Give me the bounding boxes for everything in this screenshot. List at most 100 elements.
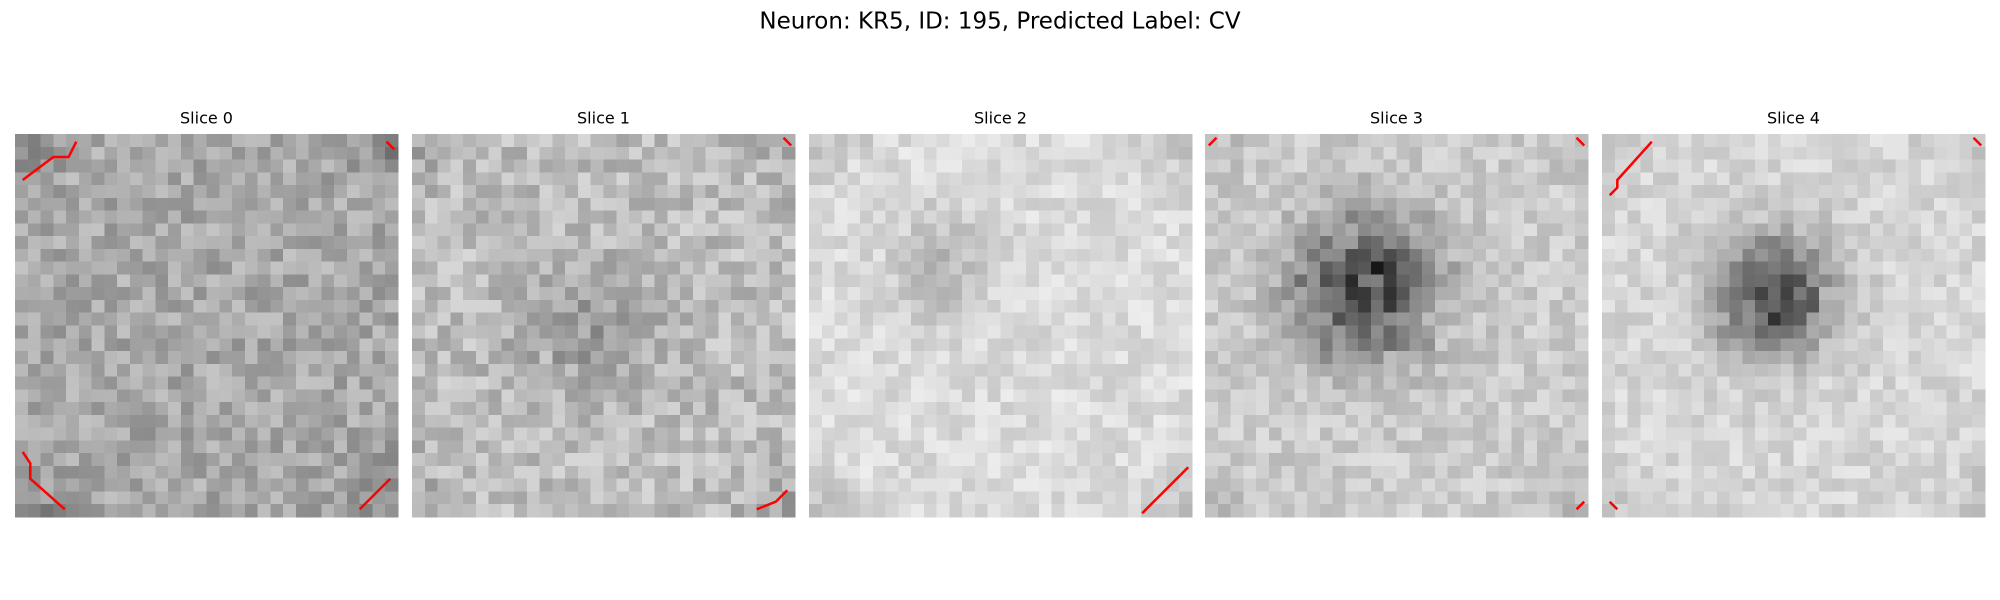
pixel [1294,248,1308,263]
pixel [1857,197,1871,212]
pixel [15,465,29,480]
pixel [641,478,656,493]
pixel [1319,223,1334,237]
pixel [412,465,426,480]
pixel [552,491,566,505]
pixel [295,363,310,378]
pixel [1281,402,1295,416]
pixel [1653,134,1667,148]
pixel [1959,376,1973,390]
pixel [923,465,938,480]
pixel [1294,465,1308,480]
pixel [155,491,169,505]
pixel [974,338,989,352]
pixel [488,159,502,173]
pixel [565,274,579,288]
pixel [1013,504,1027,518]
pixel [949,172,963,186]
pixel [782,465,796,480]
pixel [821,453,836,467]
pixel [412,261,426,276]
pixel [15,351,29,365]
pixel [860,223,874,237]
pixel [1511,287,1525,301]
pixel [463,338,477,352]
pixel [1806,491,1820,505]
pixel [1704,223,1718,237]
pixel [1870,299,1884,314]
pixel [91,453,105,467]
pixel [488,172,502,186]
pixel [1653,312,1667,327]
pixel [257,248,271,263]
pixel [1627,223,1641,237]
pixel [1946,299,1961,314]
pixel [1038,248,1053,263]
pixel [1064,261,1078,276]
pixel [257,465,271,480]
pixel [1793,223,1807,237]
pixel [911,299,925,314]
pixel [1051,274,1065,288]
pixel [1767,351,1782,365]
pixel [1307,402,1321,416]
pixel [1857,427,1871,441]
pixel [295,504,310,518]
pixel [475,172,490,186]
pixel [1857,172,1871,186]
pixel [1844,389,1858,403]
pixel [1549,478,1564,493]
pixel [283,261,297,276]
pixel [1307,134,1321,148]
pixel [692,172,707,186]
pixel [180,351,195,365]
pixel [463,299,477,314]
pixel [346,453,361,467]
pixel [15,389,29,403]
pixel [1716,453,1731,467]
pixel [1653,172,1667,186]
pixel [1831,236,1846,250]
pixel [193,185,208,199]
pixel [718,414,732,429]
pixel [577,338,592,352]
pixel [1498,465,1512,480]
pixel [91,363,105,378]
pixel [1102,248,1116,263]
pixel [1831,312,1846,327]
pixel [1140,338,1155,352]
pixel [385,146,399,161]
pixel [1870,402,1884,416]
pixel [885,351,899,365]
pixel [53,402,67,416]
pixel [834,440,848,454]
pixel [1485,261,1500,276]
pixel [1460,402,1474,416]
pixel [1128,197,1142,212]
pixel [1153,478,1168,493]
pixel [1536,325,1551,339]
pixel [1640,312,1654,327]
pixel [1729,453,1744,467]
pixel [1536,261,1551,276]
pixel [1524,287,1538,301]
pixel [756,134,771,148]
pixel [1089,172,1104,186]
pixel [232,325,246,339]
pixel [1000,236,1014,250]
pixel [78,261,93,276]
pixel [129,248,144,263]
pixel [1742,465,1756,480]
pixel [1409,236,1423,250]
pixel [590,159,605,173]
pixel [1307,504,1321,518]
pixel [1332,338,1347,352]
pixel [1921,440,1935,454]
pixel [705,197,719,212]
pixel [1000,504,1014,518]
pixel [1729,236,1744,250]
pixel [705,261,719,276]
pixel [1895,363,1909,378]
pixel [1409,453,1423,467]
pixel [1434,146,1449,161]
